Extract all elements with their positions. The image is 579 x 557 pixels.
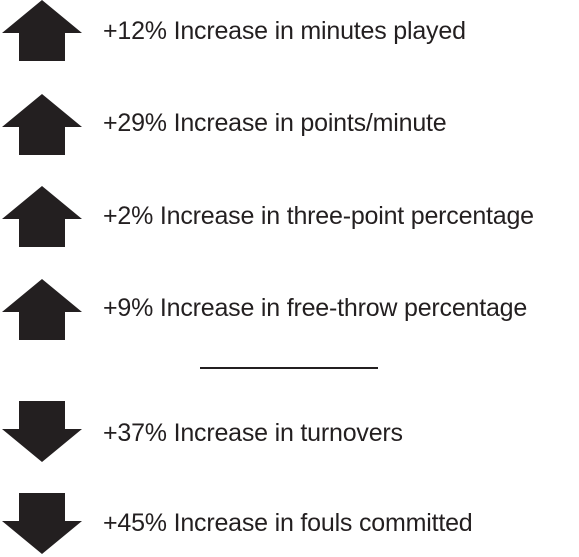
stat-row-minutes-played: +12% Increase in minutes played <box>0 0 579 64</box>
arrow-up-icon <box>2 186 82 250</box>
arrow-down-icon <box>2 401 82 465</box>
stat-row-three-point-percentage: +2% Increase in three-point percentage <box>0 186 579 250</box>
stat-label: +29% Increase in points/minute <box>103 109 447 137</box>
stat-label: +45% Increase in fouls committed <box>103 509 473 537</box>
stat-label: +12% Increase in minutes played <box>103 17 466 45</box>
stat-label: +2% Increase in three-point percentage <box>103 202 534 230</box>
stat-row-fouls-committed: +45% Increase in fouls committed <box>0 493 579 557</box>
arrow-down-icon <box>2 493 82 557</box>
arrow-up-icon <box>2 0 82 64</box>
arrow-up-icon <box>2 279 82 343</box>
stat-label: +9% Increase in free-throw percentage <box>103 294 528 322</box>
stat-row-points-per-minute: +29% Increase in points/minute <box>0 94 579 158</box>
stat-label: +37% Increase in turnovers <box>103 419 403 447</box>
stat-row-free-throw-percentage: +9% Increase in free-throw percentage <box>0 279 579 343</box>
divider <box>200 367 378 369</box>
arrow-up-icon <box>2 94 82 158</box>
stat-row-turnovers: +37% Increase in turnovers <box>0 401 579 465</box>
